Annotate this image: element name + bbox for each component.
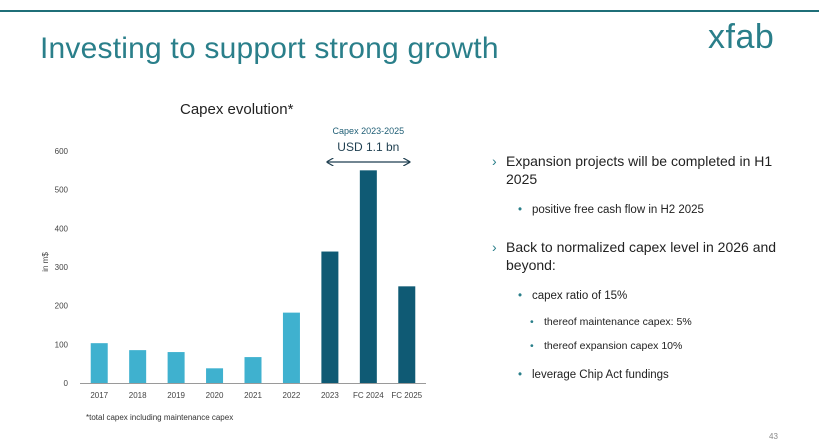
y-tick-label: 300	[55, 263, 69, 272]
bullet-dot-icon: •	[518, 204, 523, 216]
x-tick-label: FC 2025	[391, 391, 422, 400]
sub-bullet-leverage-chip-act-fundings: • leverage Chip Act fundings	[492, 367, 792, 383]
x-tick-label: 2022	[283, 391, 301, 400]
bullet-text: thereof expansion capex 10%	[544, 340, 683, 352]
y-tick-label: 500	[55, 186, 69, 195]
bullet-text: leverage Chip Act fundings	[532, 369, 669, 381]
x-tick-label: 2021	[244, 391, 262, 400]
x-tick-label: 2020	[206, 391, 224, 400]
y-tick-label: 600	[55, 147, 69, 156]
xfab-logo: xfab	[708, 18, 775, 56]
chevron-icon: ›	[492, 153, 497, 169]
x-tick-label: 2018	[129, 391, 147, 400]
x-tick-label: 2023	[321, 391, 339, 400]
sub-bullet-positive-free-cash-flow-in-h2-2025: • positive free cash flow in H2 2025	[492, 202, 792, 218]
bullet-text: capex ratio of 15%	[532, 290, 628, 302]
bar-2023	[321, 251, 339, 383]
bullet-dot-icon: •	[530, 340, 534, 352]
page-number: 43	[769, 432, 778, 441]
bullet-text: positive free cash flow in H2 2025	[532, 204, 704, 216]
y-tick-label: 200	[55, 302, 69, 311]
bar-2019	[167, 352, 185, 383]
top-rule	[0, 10, 819, 12]
chevron-icon: ›	[492, 239, 497, 255]
y-tick-label: 0	[64, 379, 69, 388]
capex-total-label: USD 1.1 bn	[337, 140, 399, 154]
bullet-text: thereof maintenance capex: 5%	[544, 316, 692, 328]
sub-sub-bullet-thereof-maintenance-capex-5: • thereof maintenance capex: 5%	[492, 315, 792, 329]
bullet-expansion-projects-will-be-completed-in-: › Expansion projects will be completed in…	[492, 152, 792, 188]
bar-2021	[244, 357, 262, 383]
bar-2018	[129, 350, 147, 383]
slide-title: Investing to support strong growth	[40, 32, 499, 65]
bar-2020	[206, 368, 224, 383]
capex-period-label: Capex 2023-2025	[333, 126, 405, 136]
x-tick-label: FC 2024	[353, 391, 384, 400]
y-tick-label: 100	[55, 340, 69, 349]
bullet-text: Back to normalized capex level in 2026 a…	[506, 239, 777, 273]
bullet-dot-icon: •	[518, 290, 523, 302]
y-axis-label: in m$	[41, 252, 50, 272]
bar-fc-2024	[359, 170, 377, 383]
chart-footnote: *total capex including maintenance capex	[86, 413, 234, 422]
bullet-list: › Expansion projects will be completed in…	[492, 152, 792, 383]
x-tick-label: 2017	[90, 391, 108, 400]
y-tick-label: 400	[55, 224, 69, 233]
sub-sub-bullet-thereof-expansion-capex-10: • thereof expansion capex 10%	[492, 339, 792, 353]
x-tick-label: 2019	[167, 391, 185, 400]
bar-fc-2025	[398, 286, 416, 383]
bullet-dot-icon: •	[518, 369, 523, 381]
bullet-back-to-normalized-capex-level-in-2026-a: › Back to normalized capex level in 2026 …	[492, 238, 792, 274]
bullet-text: Expansion projects will be completed in …	[506, 153, 773, 187]
bar-2022	[282, 312, 300, 383]
chart-title: Capex evolution*	[180, 101, 294, 118]
bullet-dot-icon: •	[530, 316, 534, 328]
sub-bullet-capex-ratio-of-15: • capex ratio of 15%	[492, 288, 792, 304]
bar-2017	[90, 343, 108, 383]
